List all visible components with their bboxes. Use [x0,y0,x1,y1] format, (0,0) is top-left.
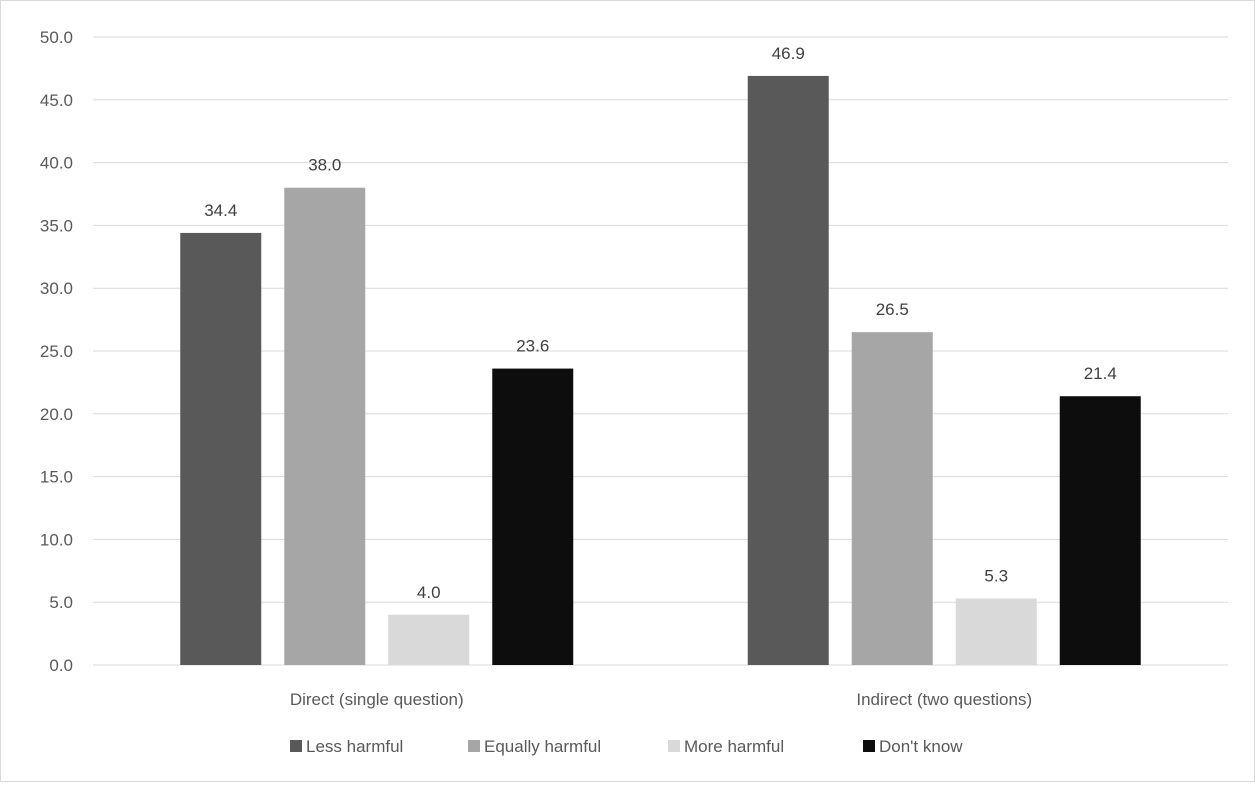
bar-more-harmful-2 [955,598,1037,665]
y-tick-label: 50.0 [40,28,73,47]
legend-label: Don't know [879,737,963,756]
y-tick-label: 0.0 [49,656,73,675]
y-tick-label: 35.0 [40,216,73,235]
bar-more-harmful-1 [388,614,470,665]
y-tick-label: 10.0 [40,530,73,549]
legend-swatch [290,740,302,752]
y-tick-label: 5.0 [49,593,73,612]
legend-swatch [863,740,875,752]
data-label: 23.6 [516,337,549,356]
y-tick-label: 25.0 [40,342,73,361]
x-axis-categories: Direct (single question) Indirect (two qu… [290,690,1032,709]
legend-label: More harmful [684,737,784,756]
legend-swatch [468,740,480,752]
y-tick-label: 20.0 [40,405,73,424]
data-label: 34.4 [204,201,237,220]
bar-don-t-know-2 [1059,396,1141,665]
gridlines [93,36,1228,666]
y-tick-label: 40.0 [40,154,73,173]
y-tick-label: 15.0 [40,468,73,487]
category-label: Direct (single question) [290,690,464,709]
y-tick-label: 45.0 [40,91,73,110]
legend: Less harmful Equally harmful More harmful D… [290,737,963,756]
legend-label: Less harmful [306,737,403,756]
data-label: 38.0 [308,156,341,175]
data-label: 46.9 [772,44,805,63]
category-label: Indirect (two questions) [856,690,1032,709]
bar-equally-harmful-1 [284,187,366,665]
y-axis-ticks: 0.0 5.0 10.0 15.0 20.0 25.0 30.0 35.0 40.0 45.0 50… [40,28,73,675]
legend-swatch [668,740,680,752]
bar-less-harmful-1 [180,232,262,665]
bar-less-harmful-2 [747,75,829,666]
bar-don-t-know-1 [492,368,574,665]
data-label: 4.0 [417,583,441,602]
y-tick-label: 30.0 [40,279,73,298]
data-label: 26.5 [876,300,909,319]
legend-label: Equally harmful [484,737,601,756]
data-labels: 34.4 38.0 4.0 23.6 46.9 26.5 5.3 21.4 [204,44,1117,602]
bar-equally-harmful-2 [851,332,933,665]
bars [180,75,1141,666]
data-label: 5.3 [984,566,1008,585]
data-label: 21.4 [1084,364,1117,383]
